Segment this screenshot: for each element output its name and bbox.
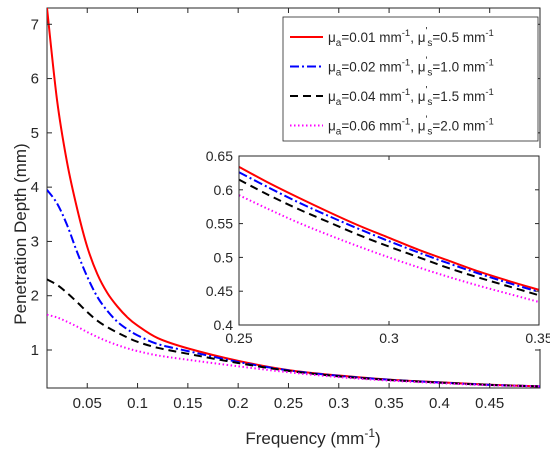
legend-text-part: ' xyxy=(426,26,428,37)
legend-text-part: μ xyxy=(418,60,426,75)
main-series-group xyxy=(47,8,540,388)
y-tick-label: 4 xyxy=(31,179,39,196)
legend-text-part: -1 xyxy=(485,58,493,69)
legend-text-part: =2.0 mm xyxy=(432,119,485,134)
y-axis-label: Penetration Depth (mm) xyxy=(11,143,30,324)
legend-text-part: =0.06 mm xyxy=(341,119,401,134)
legend-text-part: μ xyxy=(328,89,336,104)
legend-text-part: -1 xyxy=(402,87,410,98)
inset-series-line-4 xyxy=(239,194,539,303)
legend-text-part: μ xyxy=(328,60,336,75)
legend-entry-2: μa=0.02 mm-1, μ's=1.0 mm-1 xyxy=(328,56,494,79)
inset-y-tick-label: 0.65 xyxy=(206,148,233,164)
legend-text-part: s xyxy=(427,68,432,79)
x-axis-label-text: Frequency (mm xyxy=(245,429,364,448)
legend-text-part: , xyxy=(410,30,418,45)
inset-x-tick-label: 0.25 xyxy=(225,330,252,346)
x-tick-label: 0.2 xyxy=(228,395,249,412)
legend-text-part: a xyxy=(336,127,342,138)
x-axis-label-sup: -1 xyxy=(364,426,375,440)
legend-text-part: ' xyxy=(426,85,428,96)
x-tick-label: 0.1 xyxy=(127,395,148,412)
legend-text-part: , xyxy=(410,60,418,75)
legend-text-part: =1.5 mm xyxy=(432,89,485,104)
legend-text-part: -1 xyxy=(402,58,410,69)
legend-text-part: μ xyxy=(328,119,336,134)
inset-plot: 0.25 0.3 0.35 0.4 0.45 0.5 0.55 0.6 0.65 xyxy=(194,148,550,349)
inset-series-line-1 xyxy=(239,165,539,291)
x-tick-label: 0.15 xyxy=(173,395,202,412)
legend-text-part: =0.5 mm xyxy=(432,30,485,45)
inset-x-tick-label: 0.3 xyxy=(379,330,399,346)
series-line-3 xyxy=(47,278,540,388)
legend-text-part: a xyxy=(336,38,342,49)
inset-y-tick-label: 0.55 xyxy=(206,216,233,232)
x-tick-label: 0.3 xyxy=(328,395,349,412)
legend-text-part: a xyxy=(336,97,342,108)
x-tick-label: 0.05 xyxy=(73,395,102,412)
legend-text-part: -1 xyxy=(485,87,493,98)
x-tick-label: 0.4 xyxy=(429,395,450,412)
inset-x-tick-label: 0.35 xyxy=(525,330,550,346)
legend-text-part: =1.0 mm xyxy=(432,60,485,75)
legend-entry-4: μa=0.06 mm-1, μ's=2.0 mm-1 xyxy=(328,115,494,138)
legend-text-part: s xyxy=(427,38,432,49)
legend-text-part: μ xyxy=(418,89,426,104)
x-tick-label: 0.25 xyxy=(274,395,303,412)
y-tick-label: 3 xyxy=(31,233,39,250)
inset-axes: 0.25 0.3 0.35 0.4 0.45 0.5 0.55 0.6 0.65 xyxy=(206,148,550,346)
inset-series-line-3 xyxy=(239,178,539,297)
legend-entry-1: μa=0.01 mm-1, μ's=0.5 mm-1 xyxy=(328,26,494,49)
main-axes: 0.05 0.1 0.15 0.2 0.25 0.3 0.35 0.4 0.45 1 2 3 4 5 6 7 xyxy=(31,8,540,412)
inset-y-tick-label: 0.4 xyxy=(214,317,234,333)
legend-text-part: ' xyxy=(426,115,428,126)
legend-text-part: , xyxy=(410,119,418,134)
inset-y-tick-label: 0.5 xyxy=(214,249,234,265)
legend-text-part: μ xyxy=(328,30,336,45)
legend-text-part: μ xyxy=(418,30,426,45)
legend-text-part: a xyxy=(336,68,342,79)
legend-text-part: -1 xyxy=(485,28,493,39)
legend: μa=0.01 mm-1, μ's=0.5 mm-1μa=0.02 mm-1, … xyxy=(282,16,539,142)
y-tick-label: 7 xyxy=(31,16,39,33)
x-axis-label: Frequency (mm-1) xyxy=(245,426,380,448)
main-plot-area: 0.05 0.1 0.15 0.2 0.25 0.3 0.35 0.4 0.45 1 2 3 4 5 6 7 xyxy=(31,7,541,412)
y-tick-label: 6 xyxy=(31,71,39,88)
y-tick-label: 1 xyxy=(31,342,39,359)
legend-text-part: ' xyxy=(426,56,428,67)
inset-y-tick-label: 0.6 xyxy=(214,182,234,198)
legend-text-part: -1 xyxy=(402,117,410,128)
legend-text-part: s xyxy=(427,127,432,138)
y-tick-label: 5 xyxy=(31,125,39,142)
inset-series-line-2 xyxy=(239,171,539,293)
legend-text-part: -1 xyxy=(402,28,410,39)
inset-background xyxy=(194,148,546,349)
x-axis-label-close: ) xyxy=(375,429,381,448)
legend-text-part: =0.04 mm xyxy=(341,89,401,104)
legend-text-part: -1 xyxy=(485,117,493,128)
legend-text-part: , xyxy=(410,89,418,104)
legend-text-part: s xyxy=(427,97,432,108)
series-line-4 xyxy=(47,313,540,388)
legend-text-part: =0.02 mm xyxy=(341,60,401,75)
inset-y-tick-label: 0.45 xyxy=(206,283,233,299)
x-tick-label: 0.45 xyxy=(475,395,504,412)
legend-text-part: μ xyxy=(418,119,426,134)
legend-entry-3: μa=0.04 mm-1, μ's=1.5 mm-1 xyxy=(328,85,494,108)
x-tick-label: 0.35 xyxy=(374,395,403,412)
y-tick-label: 2 xyxy=(31,288,39,305)
legend-box xyxy=(282,16,539,142)
inset-series-group xyxy=(239,165,539,303)
legend-text-part: =0.01 mm xyxy=(341,30,401,45)
